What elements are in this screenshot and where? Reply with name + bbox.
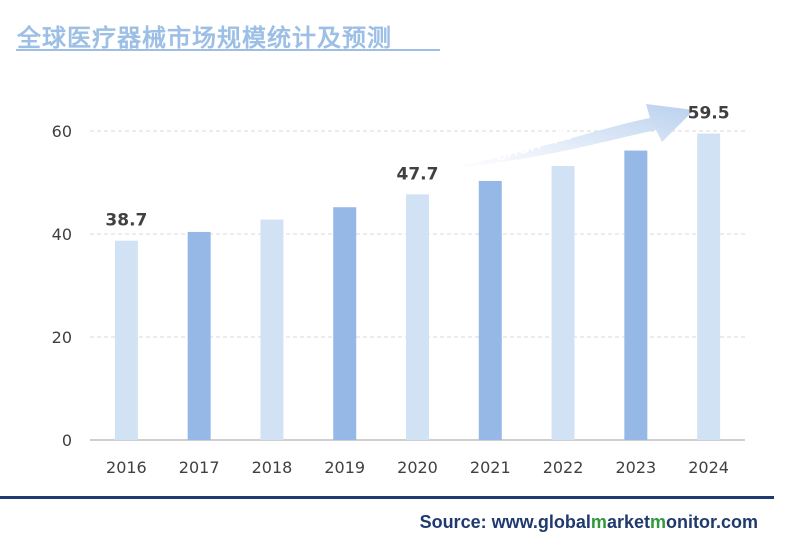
title-underline [16, 49, 440, 51]
cagr-arrow-shape [450, 104, 694, 168]
x-tick-label: 2022 [543, 458, 584, 477]
axis-ticks: 0 20 40 60 2016 2017 2018 2019 2020 2021 2022 2023 2… [52, 122, 729, 477]
bar-chart: CAGR=4% 0 20 40 60 2016 2017 2018 2019 2020 2021 2… [52, 104, 745, 477]
cagr-arrow: CAGR=4% [450, 104, 694, 168]
x-tick-label: 2017 [179, 458, 220, 477]
x-tick-label: 2023 [615, 458, 656, 477]
cagr-label: CAGR=4% [493, 126, 574, 166]
data-labels: 38.7 47.7 59.5 [105, 104, 729, 231]
x-tick-label: 2020 [397, 458, 438, 477]
bar-2021 [478, 180, 502, 440]
source-part: Source: www. [419, 512, 538, 532]
source-part: m [590, 512, 607, 532]
data-label-2024: 59.5 [688, 104, 730, 124]
data-label-2020: 47.7 [397, 164, 439, 184]
x-tick-label: 2019 [324, 458, 365, 477]
bar-2020 [406, 194, 429, 440]
x-tick-label: 2016 [106, 458, 147, 477]
bar-2024 [697, 133, 721, 440]
bar-2018 [260, 219, 284, 440]
y-tick-label: 20 [52, 328, 72, 347]
data-label-2016: 38.7 [105, 211, 147, 231]
source-part: m [649, 512, 666, 532]
bar-2023 [624, 150, 648, 440]
bar-2017 [187, 231, 211, 440]
source-part: arket [606, 512, 650, 532]
x-tick-label: 2021 [470, 458, 511, 477]
x-tick-label: 2024 [688, 458, 729, 477]
y-tick-label: 60 [52, 122, 72, 141]
bar-2022 [551, 166, 575, 440]
y-tick-label: 0 [62, 431, 72, 450]
bars [114, 133, 721, 440]
y-tick-label: 40 [52, 225, 72, 244]
source-part: global [537, 512, 591, 532]
page-title: 全球医疗器械市场规模统计及预测 [17, 24, 392, 52]
footer-rule [0, 496, 774, 499]
source-credit: Source: www.globalmarketmonitor.com [420, 512, 758, 533]
source-part: onitor.com [665, 512, 758, 532]
x-tick-label: 2018 [252, 458, 293, 477]
bar-2019 [333, 207, 357, 440]
bar-2016 [114, 240, 138, 440]
